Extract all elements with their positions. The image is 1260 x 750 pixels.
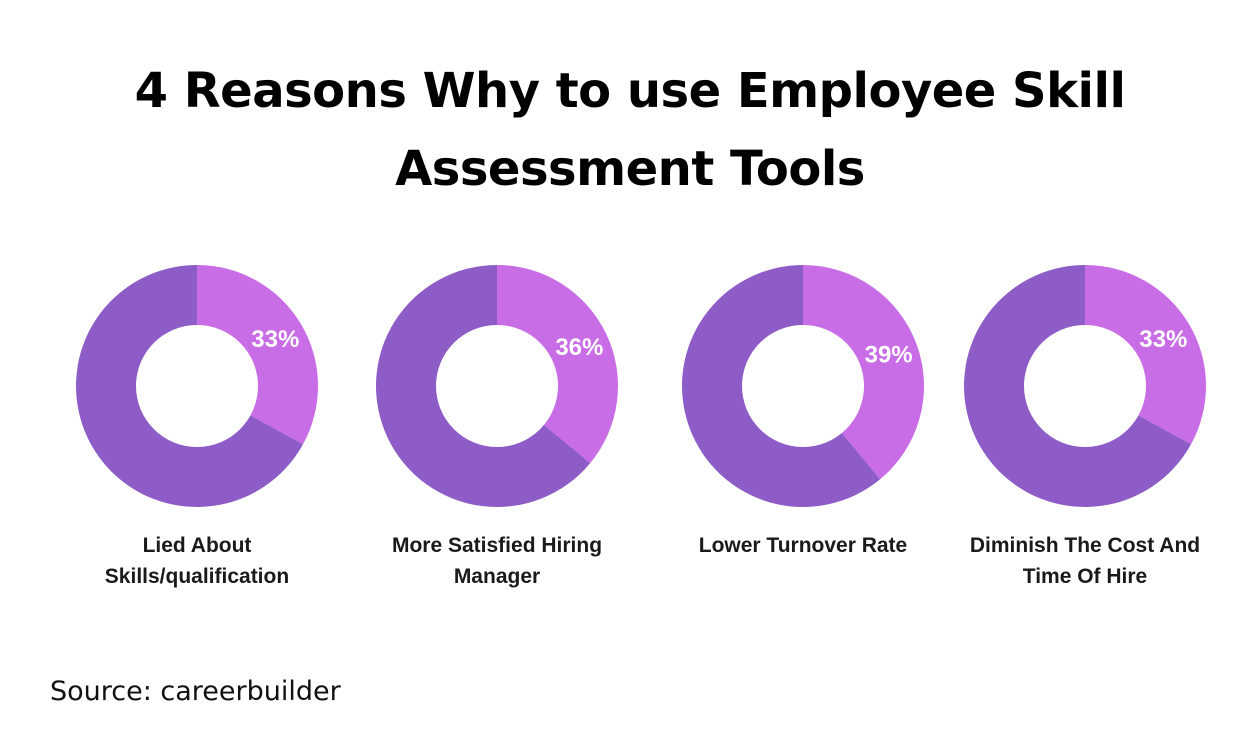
donut-category-label: Time Of Hire: [1023, 565, 1147, 588]
donut-chart-3: 39% Lower Turnover Rate: [681, 265, 924, 557]
donut-chart-2: 36% More Satisfied Hiring Manager: [375, 264, 618, 588]
percent-label: 33%: [251, 326, 299, 353]
donut-hole: [436, 325, 558, 447]
donut-chart-1: 33% Lied About Skills/qualification: [76, 265, 318, 588]
donut-hole: [742, 325, 864, 447]
donut-category-label: Manager: [454, 565, 540, 588]
donut-slice-highlight: [803, 265, 924, 480]
donut-category-label: Lower Turnover Rate: [699, 534, 907, 557]
donut-hole: [136, 325, 258, 447]
percent-label: 33%: [1139, 326, 1187, 353]
title-line-1: 4 Reasons Why to use Employee Skill: [134, 63, 1126, 119]
donut-slice-highlight: [497, 265, 618, 464]
donut-category-label: More Satisfied Hiring: [392, 534, 602, 557]
title-line-2: Assessment Tools: [395, 141, 865, 197]
donut-category-label: Skills/qualification: [105, 565, 289, 588]
source-note: Source: careerbuilder: [50, 676, 341, 707]
percent-label: 39%: [865, 342, 913, 369]
donut-category-label: Lied About: [143, 534, 252, 557]
percent-label: 36%: [555, 334, 603, 361]
donut-chart-4: 33% Diminish The Cost And Time Of Hire: [963, 265, 1206, 588]
donut-hole: [1024, 325, 1146, 447]
page-title: 4 Reasons Why to use Employee Skill Asse…: [60, 52, 1200, 208]
donut-category-label: Diminish The Cost And: [970, 534, 1200, 557]
